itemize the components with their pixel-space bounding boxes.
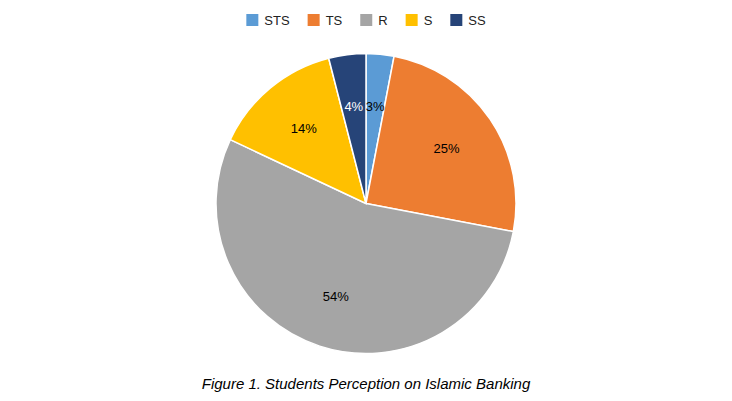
- legend-label: TS: [326, 13, 343, 28]
- legend: STSTSRSSS: [246, 13, 486, 28]
- data-label: 3%: [366, 99, 385, 114]
- data-label: 54%: [323, 289, 349, 304]
- legend-swatch: [246, 14, 258, 26]
- legend-item: SS: [450, 13, 486, 28]
- legend-item: TS: [308, 13, 343, 28]
- legend-item: STS: [246, 13, 290, 28]
- legend-item: R: [360, 13, 387, 28]
- pie-slice: [329, 54, 366, 204]
- legend-swatch: [406, 14, 418, 26]
- data-labels: 3% 25% 54% 14% 4%: [291, 99, 460, 304]
- legend-swatch: [308, 14, 320, 26]
- legend-swatch: [450, 14, 462, 26]
- data-label: 14%: [291, 121, 317, 136]
- data-label: 25%: [434, 141, 460, 156]
- legend-label: R: [378, 13, 387, 28]
- legend-label: STS: [264, 13, 290, 28]
- legend-label: SS: [468, 13, 486, 28]
- title: Figure 1. Students Perception on Islamic…: [202, 375, 531, 392]
- data-label: 4%: [344, 99, 363, 114]
- legend-swatch: [360, 14, 372, 26]
- legend-item: S: [406, 13, 433, 28]
- pie-slice: [366, 56, 516, 231]
- chart: 3%25%54%14%4%STSTSRSSSFigure 1. Students…: [0, 0, 732, 401]
- legend-label: S: [424, 13, 433, 28]
- pie: [216, 54, 516, 354]
